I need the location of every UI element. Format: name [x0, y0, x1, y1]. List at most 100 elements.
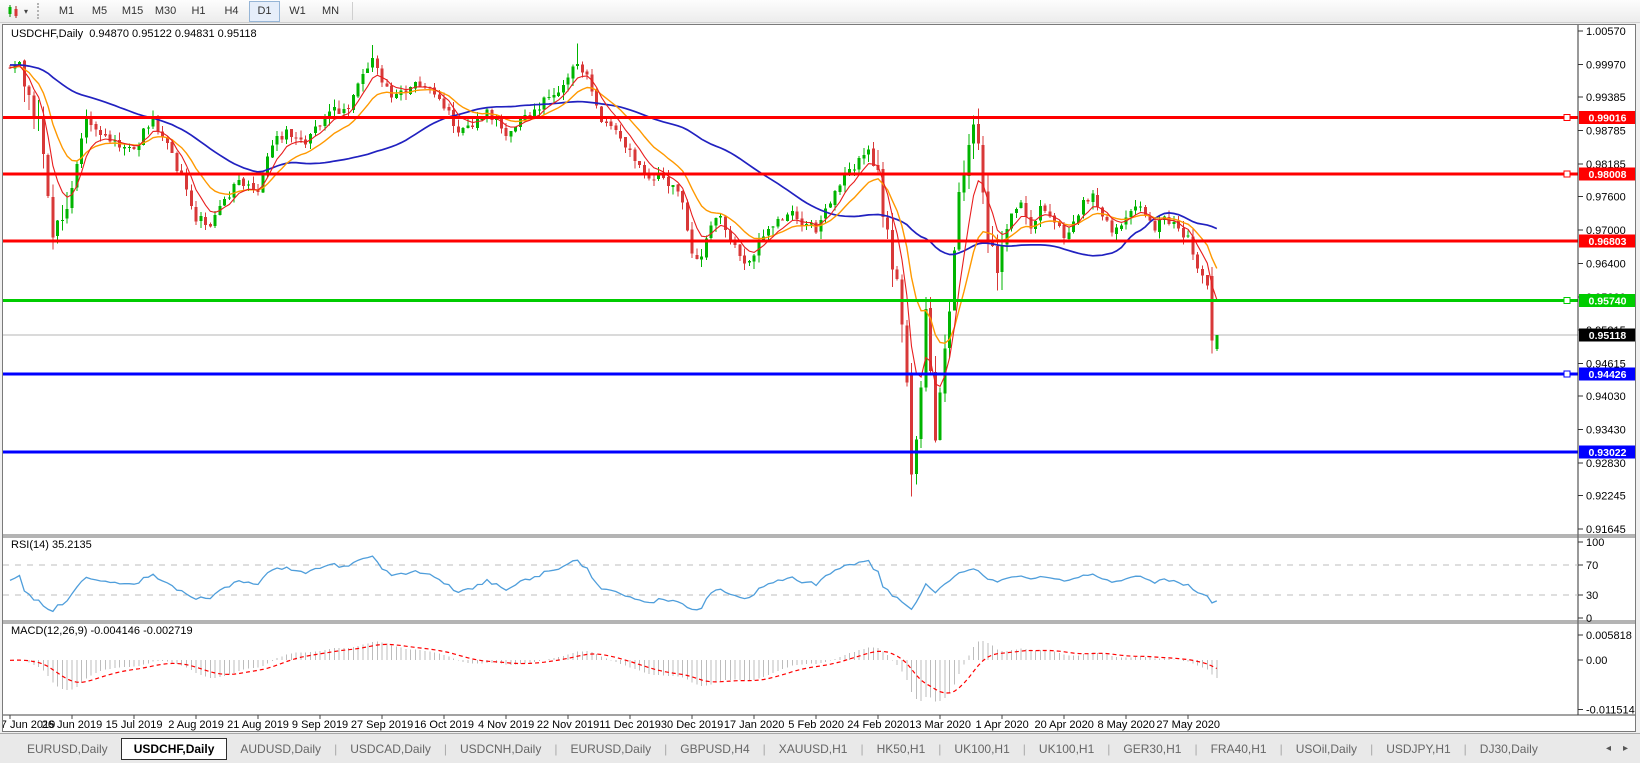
tab-ger30-h1[interactable]: GER30,H1	[1123, 741, 1182, 756]
timeframe-button-d1[interactable]: D1	[249, 0, 281, 22]
svg-text:0.95118: 0.95118	[1589, 330, 1627, 342]
price-axis-label: 0.99385	[1586, 92, 1626, 104]
rsi-pane: 100 70 30 0	[3, 537, 1604, 625]
ma-mid-line	[9, 65, 1218, 345]
level-price-label: 0.98008	[1579, 167, 1635, 181]
tab-usdcad-daily[interactable]: USDCAD,Daily	[350, 741, 431, 756]
price-axis-label: 0.96400	[1586, 259, 1626, 271]
tab-scroll-right-icon[interactable]: ▸	[1622, 743, 1628, 754]
time-axis-label: 20 Apr 2020	[1034, 719, 1093, 731]
tab-uk100-h1[interactable]: UK100,H1	[1038, 741, 1095, 756]
timeframe-button-w1[interactable]: W1	[289, 5, 306, 17]
rsi-axis-label: 70	[1586, 560, 1598, 572]
price-axis-label: 1.00570	[1586, 26, 1626, 38]
chart-style-button[interactable]: ▾	[3, 3, 31, 20]
price-axis-label: 0.94030	[1586, 391, 1626, 403]
svg-text:0.93022: 0.93022	[1589, 447, 1627, 459]
rsi-line	[9, 555, 1218, 613]
price-axis-label: 0.94615	[1586, 358, 1626, 370]
tab-scroll-left-icon[interactable]: ◂	[1605, 743, 1611, 754]
level-price-label: 0.95740	[1579, 294, 1635, 308]
tab-hk50-h1[interactable]: HK50,H1	[876, 741, 926, 756]
time-axis-label: 26 Jun 2019	[42, 719, 103, 731]
time-axis-label: 17 Jan 2020	[724, 719, 785, 731]
price-axis: 1.005700.999700.993850.987850.981850.976…	[1577, 25, 1635, 715]
rsi-axis-label: 100	[1586, 537, 1604, 549]
time-axis-label: 7 Jun 2019	[3, 719, 55, 731]
toolbar-dropdown-caret-icon[interactable]: ▾	[24, 6, 29, 16]
price-axis-label: 0.91645	[1586, 524, 1626, 536]
price-axis-label: 0.93430	[1586, 424, 1626, 436]
tab-audusd-daily[interactable]: AUDUSD,Daily	[240, 741, 322, 756]
level-line-0.98008[interactable]	[3, 170, 1578, 178]
price-axis-label: 0.92245	[1586, 491, 1626, 503]
tab-usdchf-daily[interactable]: USDCHF,Daily	[120, 737, 228, 760]
time-axis-label: 11 Dec 2019	[599, 719, 661, 731]
tab-separator: |	[1022, 741, 1026, 756]
ma-slow-line	[10, 64, 1218, 257]
time-axis-label: 22 Nov 2019	[537, 719, 599, 731]
timeframe-button-m5[interactable]: M5	[91, 5, 108, 17]
price-axis-label: 0.97600	[1586, 192, 1626, 204]
price-axis-label: 0.99970	[1586, 59, 1626, 71]
tab-uk100-h1[interactable]: UK100,H1	[954, 741, 1010, 756]
tab-usdcnh-daily[interactable]: USDCNH,Daily	[460, 741, 542, 756]
time-axis-label: 24 Feb 2020	[847, 719, 909, 731]
level-line-0.95740[interactable]	[3, 297, 1578, 305]
time-axis-label: 27 Sep 2019	[351, 719, 413, 731]
tab-separator: |	[1194, 741, 1198, 756]
tab-dj30-daily[interactable]: DJ30,Daily	[1479, 741, 1538, 756]
tab-separator: |	[664, 741, 668, 756]
tab-separator: |	[1370, 741, 1374, 756]
timeframe-button-m15[interactable]: M15	[121, 5, 144, 17]
timeframe-button-h4[interactable]: H4	[224, 5, 239, 17]
tab-separator: |	[1463, 741, 1467, 756]
macd-signal-line	[9, 643, 1218, 694]
tab-separator: |	[443, 741, 447, 756]
rsi-axis-label: 0	[1586, 613, 1592, 625]
tab-eurusd-daily[interactable]: EURUSD,Daily	[570, 741, 652, 756]
level-price-label: 0.99016	[1579, 111, 1635, 125]
toolbar-grip[interactable]	[37, 3, 43, 19]
time-axis-label: 4 Nov 2019	[478, 719, 534, 731]
time-axis-label: 27 May 2020	[1156, 719, 1220, 731]
level-price-label: 0.96803	[1579, 234, 1635, 248]
tab-separator: |	[334, 741, 338, 756]
tab-usoil-daily[interactable]: USOil,Daily	[1295, 741, 1358, 756]
tab-xauusd-h1[interactable]: XAUUSD,H1	[778, 741, 848, 756]
timeframe-button-mn[interactable]: MN	[321, 5, 340, 17]
timeframe-button-h1[interactable]: H1	[191, 5, 206, 17]
time-axis-label: 1 Apr 2020	[976, 719, 1029, 731]
tab-fra40-h1[interactable]: FRA40,H1	[1210, 741, 1267, 756]
time-axis-label: 30 Dec 2019	[661, 719, 723, 731]
tab-gbpusd-h4[interactable]: GBPUSD,H4	[680, 741, 750, 756]
time-axis-label: 13 Mar 2020	[909, 719, 971, 731]
svg-text:0.98008: 0.98008	[1589, 169, 1627, 181]
time-axis-label: 15 Jul 2019	[106, 719, 163, 731]
macd-axis-label: -0.011514	[1586, 704, 1635, 716]
timeframe-button-m1[interactable]: M1	[58, 5, 75, 17]
chart-window: 1.00570 0.99970 0.99385 0.98785 0.98185 0.976…	[2, 24, 1636, 732]
tab-separator: |	[1107, 741, 1111, 756]
macd-axis-label: 0.005818	[1586, 630, 1632, 642]
ma-fast-line	[9, 64, 1218, 388]
chart-tab-bar: EURUSD,Daily USDCHF,Daily AUDUSD,Daily | USD…	[0, 733, 1640, 763]
timeframe-button-m30[interactable]: M30	[154, 5, 177, 17]
tab-separator: |	[938, 741, 942, 756]
time-axis-label: 9 Sep 2019	[292, 719, 348, 731]
rsi-axis-label: 30	[1586, 590, 1598, 602]
tab-usdjpy-h1[interactable]: USDJPY,H1	[1386, 741, 1451, 756]
svg-text:0.95740: 0.95740	[1589, 296, 1627, 308]
level-line-0.94426[interactable]	[3, 370, 1578, 378]
macd-axis-label: 0.00	[1586, 655, 1607, 667]
level-price-label: 0.93022	[1579, 445, 1635, 459]
time-axis-label: 2 Aug 2019	[168, 719, 224, 731]
mini-candles-icon	[8, 4, 18, 18]
toolbar-divider	[352, 2, 354, 20]
svg-text:0.96803: 0.96803	[1589, 236, 1627, 248]
tab-eurusd-daily[interactable]: EURUSD,Daily	[27, 741, 108, 756]
chart-canvas[interactable]: 1.005700.999700.993850.987850.981850.976…	[3, 25, 1635, 731]
price-axis-label: 0.97000	[1586, 225, 1626, 237]
level-line-0.99016[interactable]	[3, 114, 1578, 122]
